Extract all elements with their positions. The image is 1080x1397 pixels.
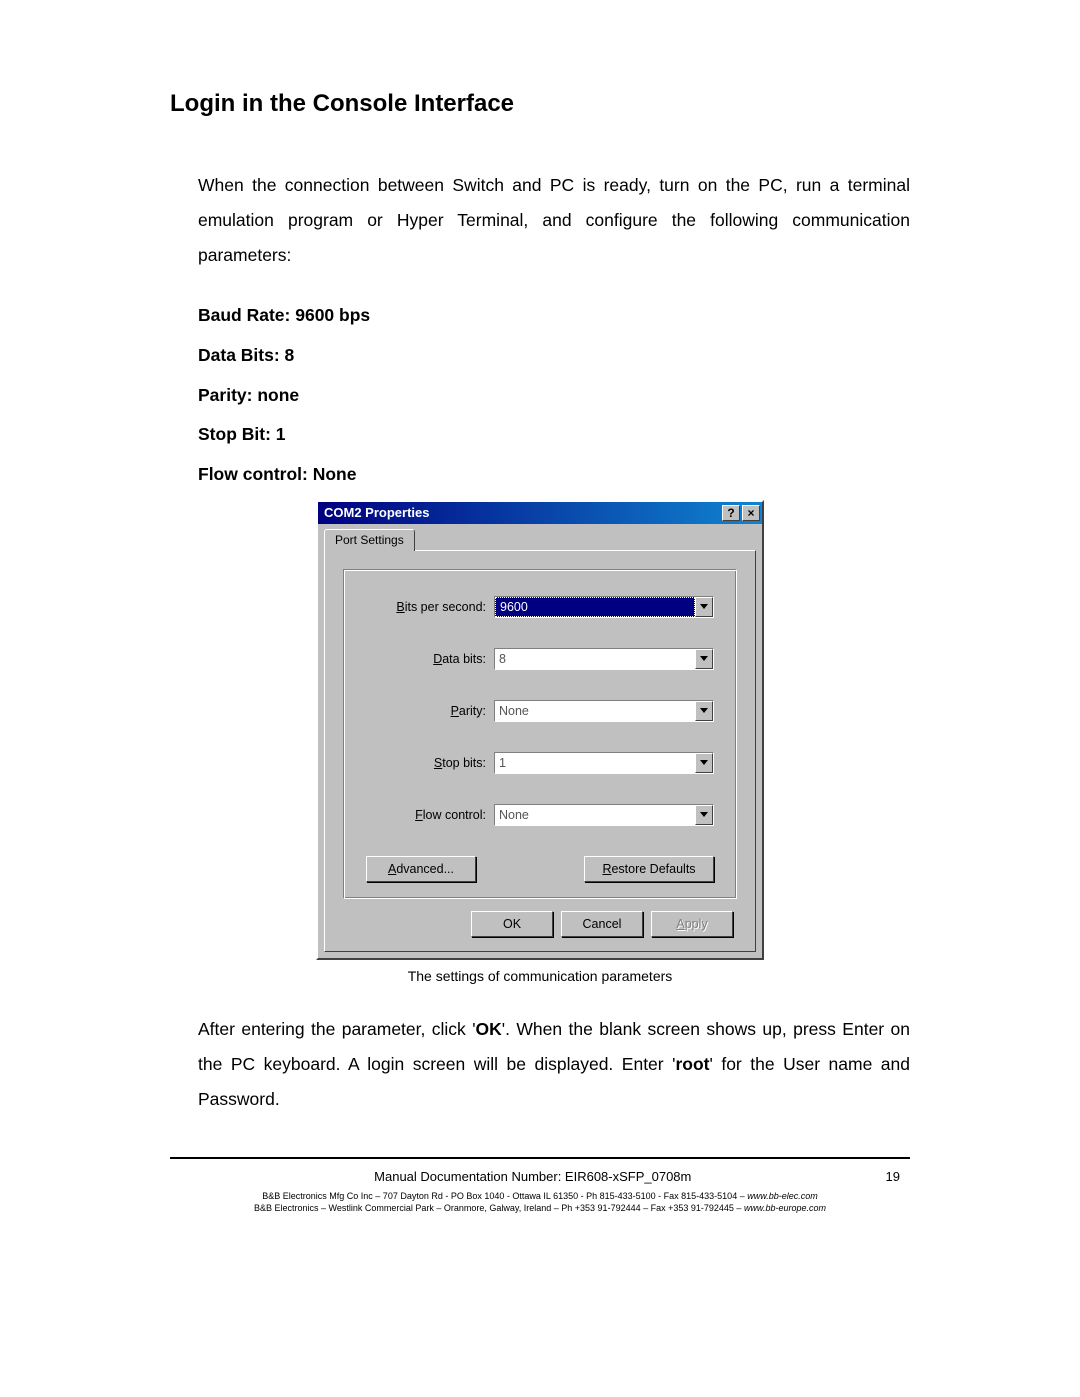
stop-bits-select[interactable]: 1 <box>494 752 714 774</box>
close-button[interactable]: × <box>742 505 760 521</box>
cancel-button[interactable]: Cancel <box>561 911 643 937</box>
data-bits-label: Data bits: <box>366 652 494 666</box>
settings-group: Bits per second: 9600 Data bits: 8 <box>343 569 737 899</box>
apply-button[interactable]: Apply <box>651 911 733 937</box>
stop-bits-value: 1 <box>495 753 695 773</box>
param-flow: Flow control: None <box>198 460 910 490</box>
bits-per-second-select[interactable]: 9600 <box>494 596 714 618</box>
ok-button[interactable]: OK <box>471 911 553 937</box>
chevron-down-icon[interactable] <box>695 597 713 617</box>
data-bits-select[interactable]: 8 <box>494 648 714 670</box>
stop-bits-label: Stop bits: <box>366 756 494 770</box>
flow-control-select[interactable]: None <box>494 804 714 826</box>
bits-per-second-value: 9600 <box>495 597 695 617</box>
advanced-button[interactable]: Advanced... <box>366 856 476 882</box>
help-button[interactable]: ? <box>722 505 740 521</box>
footer-rule <box>170 1157 910 1159</box>
footer-doc-row: Manual Documentation Number: EIR608-xSFP… <box>170 1169 910 1184</box>
chevron-down-icon[interactable] <box>695 753 713 773</box>
parity-select[interactable]: None <box>494 700 714 722</box>
outro-paragraph: After entering the parameter, click 'OK'… <box>198 1012 910 1117</box>
footer-page-number: 19 <box>886 1169 900 1184</box>
footer-fineprint: B&B Electronics Mfg Co Inc – 707 Dayton … <box>170 1190 910 1215</box>
intro-paragraph: When the connection between Switch and P… <box>198 168 910 273</box>
restore-defaults-button[interactable]: Restore Defaults <box>584 856 714 882</box>
parity-value: None <box>495 701 695 721</box>
param-stopbit: Stop Bit: 1 <box>198 420 910 450</box>
param-baud: Baud Rate: 9600 bps <box>198 301 910 331</box>
parameters-list: Baud Rate: 9600 bps Data Bits: 8 Parity:… <box>198 301 910 490</box>
parity-label: Parity: <box>366 704 494 718</box>
section-title: Login in the Console Interface <box>170 90 910 118</box>
chevron-down-icon[interactable] <box>695 701 713 721</box>
flow-control-value: None <box>495 805 695 825</box>
tab-port-settings[interactable]: Port Settings <box>324 529 415 551</box>
figure-caption: The settings of communication parameters <box>170 968 910 984</box>
bits-per-second-label: Bits per second: <box>366 600 494 614</box>
titlebar-text: COM2 Properties <box>324 505 720 520</box>
tab-panel: Bits per second: 9600 Data bits: 8 <box>324 550 756 952</box>
titlebar: COM2 Properties ? × <box>318 502 762 524</box>
data-bits-value: 8 <box>495 649 695 669</box>
flow-control-label: Flow control: <box>366 808 494 822</box>
footer-docnum: Manual Documentation Number: EIR608-xSFP… <box>374 1169 691 1184</box>
param-databits: Data Bits: 8 <box>198 341 910 371</box>
chevron-down-icon[interactable] <box>695 649 713 669</box>
param-parity: Parity: none <box>198 381 910 411</box>
com-properties-dialog: COM2 Properties ? × Port Settings Bits p… <box>316 500 764 960</box>
chevron-down-icon[interactable] <box>695 805 713 825</box>
